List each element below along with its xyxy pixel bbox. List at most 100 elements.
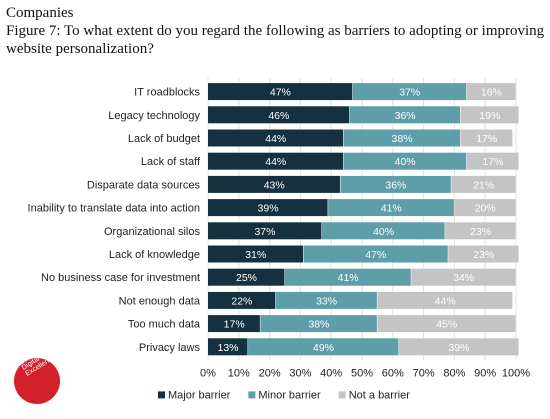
data-label: 21% [473,179,494,191]
x-tick-label: 0% [200,367,216,379]
x-tick-label: 80% [443,367,465,379]
bar-segment [208,338,248,356]
x-tick-label: 70% [413,367,435,379]
data-label: 40% [395,156,416,168]
bar-segment [398,338,519,356]
x-tick-label: 60% [382,367,404,379]
data-label: 36% [385,179,406,191]
data-label: 45% [436,319,457,331]
category-label: Organizational silos [104,226,200,238]
data-label: 46% [268,110,289,122]
bar-segment [208,129,344,147]
data-label: 43% [264,179,285,191]
data-label: 49% [313,342,334,354]
bar-segment [285,268,411,286]
bar-segment [208,222,322,240]
category-label: Lack of staff [141,156,201,168]
legend-swatch [158,391,165,399]
bar-segment [352,83,467,101]
data-label: 34% [453,272,474,284]
data-label: 16% [481,87,502,99]
data-label: 13% [218,342,239,354]
bar-segment [275,291,377,309]
data-label: 23% [470,226,491,238]
data-label: 47% [365,249,386,261]
bar-segment [349,106,461,124]
chart-header: Companies Figure 7: To what extent do yo… [6,4,546,58]
data-label: 20% [475,203,496,215]
bar-segment [208,291,276,309]
x-tick-label: 100% [502,367,530,379]
bar-segment [260,315,377,333]
category-label: No business case for investment [41,272,200,284]
data-label: 17% [224,319,245,331]
bar-segment [377,315,516,333]
bar-segment [328,199,454,217]
data-label: 39% [258,203,279,215]
bar-segment [208,106,350,124]
legend-label: Major barrier [168,389,231,401]
data-label: 37% [399,87,420,99]
data-label: 44% [265,133,286,145]
bar-segment [208,268,285,286]
x-tick-label: 30% [289,367,311,379]
data-label: 41% [381,203,402,215]
category-label: Inability to translate data into action [28,203,200,215]
data-label: 19% [479,110,500,122]
data-label: 41% [338,272,359,284]
legend-swatch [338,391,346,399]
bar-segment [460,106,519,124]
bar-segment [208,83,353,101]
bar-segment [303,245,448,263]
bar-segment [460,129,513,147]
bar-segment [340,175,451,193]
bar-segment [208,315,260,333]
data-label: 31% [245,249,266,261]
bar-segment [208,245,303,263]
legend-label: Not a barrier [349,389,410,401]
category-label: IT roadblocks [134,87,200,99]
data-label: 23% [473,249,494,261]
bar-segment [445,222,516,240]
bar-segment [451,175,516,193]
data-label: 37% [254,226,275,238]
data-label: 40% [373,226,394,238]
chart-subtitle: Companies [6,5,74,21]
data-label: 22% [231,295,252,307]
data-label: 17% [482,156,503,168]
data-label: 44% [265,156,286,168]
data-label: 47% [270,87,291,99]
data-label: 38% [392,133,413,145]
category-label: Not enough data [119,295,201,307]
category-label: Disparate data sources [87,179,201,191]
data-label: 38% [308,319,329,331]
data-label: 25% [236,272,257,284]
bar-segment [208,199,328,217]
bar-segment [454,199,516,217]
data-label: 17% [476,133,497,145]
bar-segment [208,175,340,193]
bar-segment [343,129,461,147]
data-label: 36% [395,110,416,122]
chart-title: Figure 7: To what extent do you regard t… [6,23,545,57]
category-label: Lack of knowledge [109,249,200,261]
data-label: 44% [435,295,456,307]
bar-segment [343,152,467,170]
legend-swatch [248,391,256,399]
x-tick-label: 50% [351,367,373,379]
x-tick-label: 40% [320,367,342,379]
x-tick-label: 20% [259,367,281,379]
bar-segment [448,245,519,263]
bar-segment [466,83,516,101]
econsultancy-logo [14,358,60,404]
x-tick-label: 90% [474,367,496,379]
x-tick-label: 10% [228,367,250,379]
bar-segment [411,268,516,286]
bar-segment [248,338,399,356]
category-label: Privacy laws [139,342,201,354]
legend-label: Minor barrier [258,389,321,401]
category-label: Too much data [128,319,201,331]
bar-segment [321,222,445,240]
bar-segment [377,291,513,309]
